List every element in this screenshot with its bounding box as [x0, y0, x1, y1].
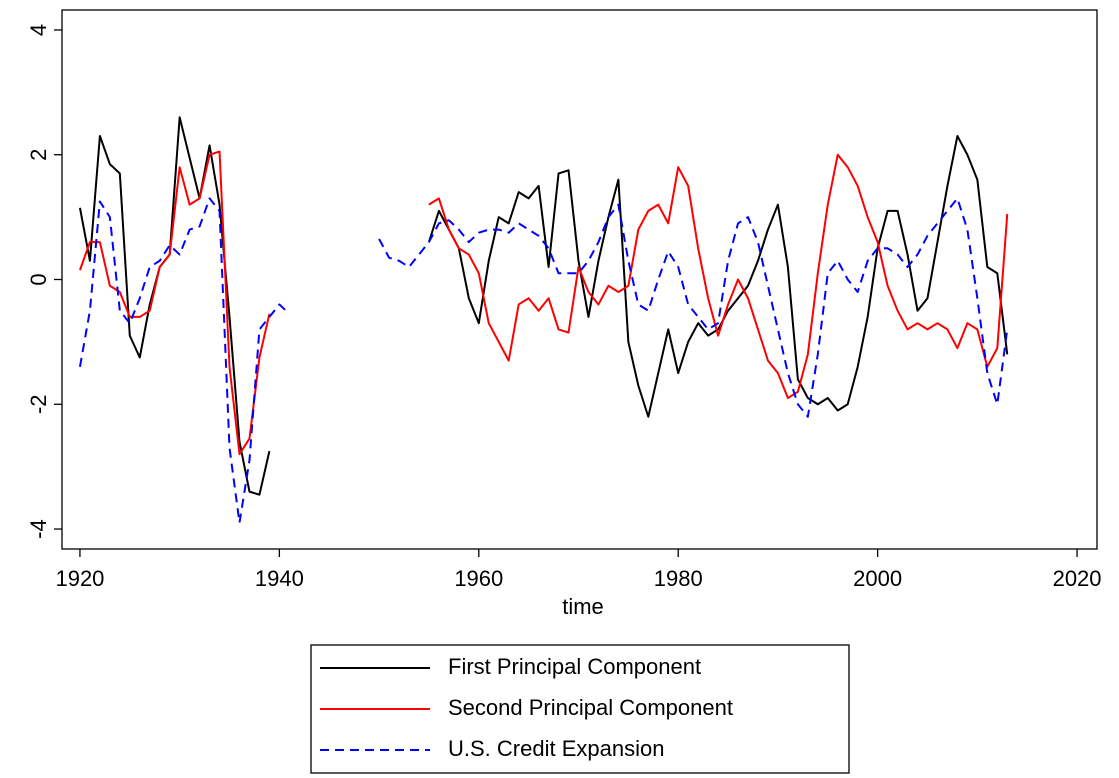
series-line [78, 197, 1009, 524]
legend-label: First Principal Component [448, 654, 701, 679]
x-tick-label: 1960 [454, 566, 503, 591]
x-axis-label: time [562, 594, 604, 619]
plot-frame [61, 9, 1098, 550]
y-tick-label: 4 [26, 24, 51, 36]
y-tick-label: -2 [26, 394, 51, 414]
x-tick-label: 1920 [55, 566, 104, 591]
series-line [79, 150, 1009, 456]
y-tick-label: 2 [26, 149, 51, 161]
legend-label: Second Principal Component [448, 695, 733, 720]
x-tick-label: 1940 [255, 566, 304, 591]
y-tick-label: -4 [26, 519, 51, 539]
x-tick-label: 2000 [853, 566, 902, 591]
y-tick-label: 0 [26, 273, 51, 285]
x-tick-label: 2020 [1053, 566, 1102, 591]
legend-label: U.S. Credit Expansion [448, 736, 664, 761]
x-tick-label: 1980 [654, 566, 703, 591]
series-line [78, 116, 1009, 496]
